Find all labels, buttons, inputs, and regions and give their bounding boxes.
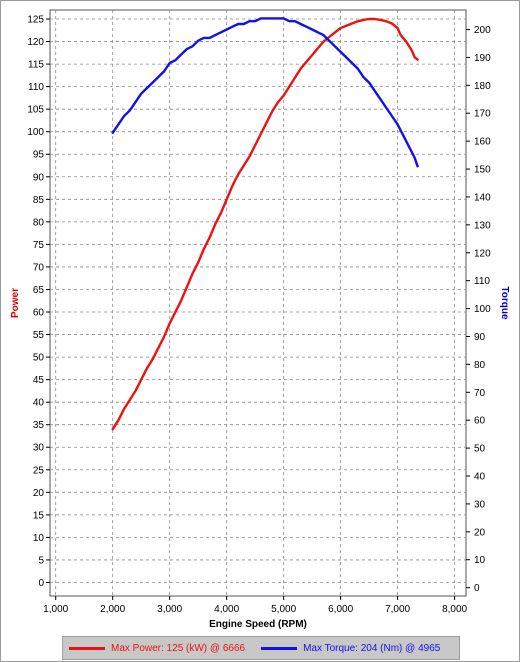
x-tick-label: 2,000 bbox=[100, 604, 125, 615]
series-line-power bbox=[111, 17, 419, 431]
left-tick-label: 25 bbox=[33, 465, 45, 476]
right-axis-ticks: 0 10 20 30 40 50 60 70 80 90 100 110 120 130 140 150 160… bbox=[466, 25, 491, 594]
left-axis-title: Power bbox=[10, 288, 21, 318]
series-group bbox=[111, 17, 419, 431]
left-tick-label: 100 bbox=[27, 127, 44, 138]
left-tick-label: 125 bbox=[27, 15, 44, 26]
left-tick-label: 75 bbox=[33, 240, 45, 251]
legend-swatch-torque bbox=[261, 646, 298, 650]
right-tick-label: 120 bbox=[474, 248, 491, 259]
left-tick-label: 0 bbox=[38, 578, 44, 589]
left-tick-label: 115 bbox=[28, 60, 44, 71]
left-tick-label: 90 bbox=[33, 172, 45, 183]
right-tick-label: 20 bbox=[474, 527, 486, 538]
right-tick-label: 100 bbox=[474, 304, 491, 315]
x-tick-label: 4,000 bbox=[214, 604, 239, 615]
x-tick-label: 6,000 bbox=[328, 604, 353, 615]
legend-label-torque: Max Torque: 204 (Nm) @ 4965 bbox=[303, 642, 441, 654]
right-tick-label: 130 bbox=[474, 220, 491, 231]
right-tick-label: 70 bbox=[474, 388, 486, 399]
x-tick-label: 5,000 bbox=[271, 604, 296, 615]
left-axis-ticks: 0 5 10 15 20 25 30 35 40 45 50 55 60 65 70 75 80 85 90 95 10… bbox=[27, 15, 50, 589]
right-tick-label: 90 bbox=[474, 332, 486, 343]
left-tick-label: 70 bbox=[33, 262, 45, 273]
right-tick-label: 50 bbox=[474, 444, 486, 455]
right-tick-label: 60 bbox=[474, 416, 486, 427]
x-tick-label: 1,000 bbox=[43, 604, 68, 615]
left-tick-label: 120 bbox=[27, 37, 44, 48]
left-tick-label: 50 bbox=[33, 353, 45, 364]
series-line-torque bbox=[111, 17, 419, 168]
left-tick-label: 65 bbox=[33, 285, 45, 296]
left-tick-label: 60 bbox=[33, 308, 45, 319]
legend-label-power: Max Power: 125 (kW) @ 6666 bbox=[111, 642, 246, 654]
left-tick-label: 40 bbox=[33, 398, 45, 409]
right-tick-label: 180 bbox=[474, 81, 491, 92]
right-tick-label: 0 bbox=[474, 583, 480, 594]
right-axis-title: Torque bbox=[499, 286, 510, 320]
left-tick-label: 95 bbox=[33, 150, 45, 161]
right-tick-label: 40 bbox=[474, 472, 486, 483]
right-tick-label: 110 bbox=[474, 276, 490, 287]
left-tick-label: 55 bbox=[33, 330, 45, 341]
plot-area bbox=[49, 9, 467, 597]
left-tick-label: 20 bbox=[33, 488, 45, 499]
right-tick-label: 150 bbox=[474, 165, 491, 176]
right-tick-label: 10 bbox=[474, 555, 486, 566]
legend-item-power: Max Power: 125 (kW) @ 6666 bbox=[69, 643, 245, 654]
right-tick-label: 160 bbox=[474, 137, 491, 148]
left-tick-label: 10 bbox=[33, 533, 45, 544]
legend-bar: Max Power: 125 (kW) @ 6666 Max Torque: 2… bbox=[62, 636, 460, 660]
x-tick-label: 3,000 bbox=[157, 604, 182, 615]
left-tick-label: 105 bbox=[27, 105, 44, 116]
left-tick-label: 15 bbox=[33, 510, 45, 521]
x-axis-ticks: 1,000 2,000 3,000 4,000 5,000 6,000 7,000 8,000 bbox=[43, 596, 468, 615]
left-tick-label: 85 bbox=[33, 195, 45, 206]
right-tick-label: 200 bbox=[474, 25, 491, 36]
x-axis-title: Engine Speed (RPM) bbox=[209, 619, 307, 630]
left-tick-label: 80 bbox=[33, 217, 45, 228]
left-tick-label: 35 bbox=[33, 420, 45, 431]
legend-item-torque: Max Torque: 204 (Nm) @ 4965 bbox=[261, 643, 440, 654]
left-tick-label: 5 bbox=[38, 555, 44, 566]
right-tick-label: 30 bbox=[474, 499, 486, 510]
right-tick-label: 80 bbox=[474, 360, 486, 371]
x-tick-label: 7,000 bbox=[385, 604, 410, 615]
left-tick-label: 30 bbox=[33, 443, 45, 454]
left-tick-label: 110 bbox=[28, 82, 44, 93]
right-tick-label: 190 bbox=[474, 53, 491, 64]
legend-swatch-power bbox=[69, 646, 105, 650]
grid-lines bbox=[50, 10, 466, 596]
left-tick-label: 45 bbox=[33, 375, 45, 386]
x-tick-label: 8,000 bbox=[442, 604, 467, 615]
right-tick-label: 140 bbox=[474, 192, 491, 203]
right-tick-label: 170 bbox=[474, 109, 491, 120]
